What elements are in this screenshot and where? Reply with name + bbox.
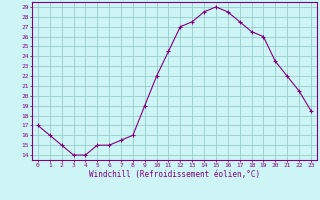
X-axis label: Windchill (Refroidissement éolien,°C): Windchill (Refroidissement éolien,°C) <box>89 170 260 179</box>
